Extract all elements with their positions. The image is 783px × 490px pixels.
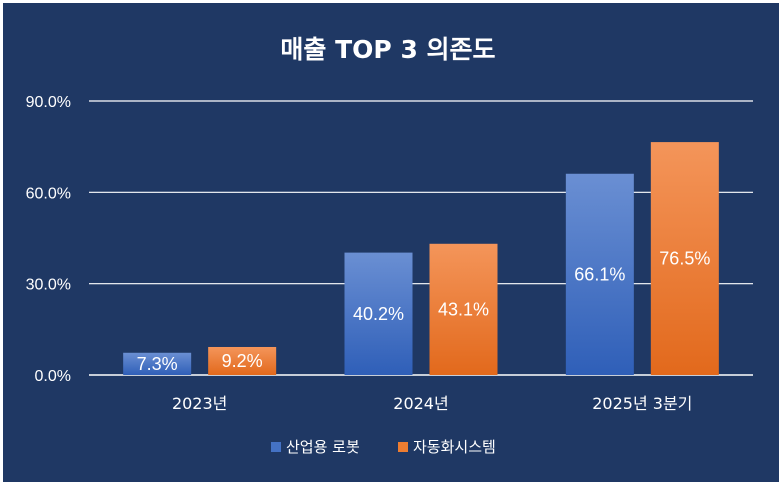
chart-title: 매출 TOP 3 의존도 (280, 35, 495, 64)
y-tick-label: 0.0% (35, 368, 71, 385)
bar-series-0-cat-1 (344, 252, 413, 375)
data-label: 43.1% (438, 299, 489, 319)
bar-series-0-cat-0 (123, 352, 192, 375)
data-label: 9.2% (222, 351, 263, 371)
data-label: 76.5% (659, 249, 710, 269)
bar-chart: 매출 TOP 3 의존도 0.0% 30.0% 60.0% 90.0% 7.3% 9.2… (26, 35, 753, 456)
legend-swatch (271, 442, 281, 452)
bar-series-1-cat-2 (650, 142, 719, 375)
y-tick-label: 60.0% (26, 185, 71, 202)
data-label: 40.2% (353, 304, 404, 324)
data-label: 7.3% (137, 354, 178, 374)
legend-label: 산업용 로봇 (286, 438, 360, 456)
legend-label: 자동화시스템 (413, 438, 496, 456)
y-tick-label: 90.0% (26, 94, 71, 111)
y-tick-label: 30.0% (26, 277, 71, 294)
x-tick-label: 2024년 (393, 394, 448, 413)
chart-panel: 매출 TOP 3 의존도 0.0% 30.0% 60.0% 90.0% 7.3% 9.2… (3, 3, 779, 482)
bar-series-1-cat-0 (208, 346, 277, 375)
data-label: 66.1% (574, 264, 625, 284)
bar-series-0-cat-2 (565, 173, 634, 375)
x-tick-label: 2025년 3분기 (592, 394, 692, 413)
x-tick-label: 2023년 (172, 394, 227, 413)
legend-swatch (398, 442, 408, 452)
bar-series-1-cat-1 (429, 243, 498, 375)
